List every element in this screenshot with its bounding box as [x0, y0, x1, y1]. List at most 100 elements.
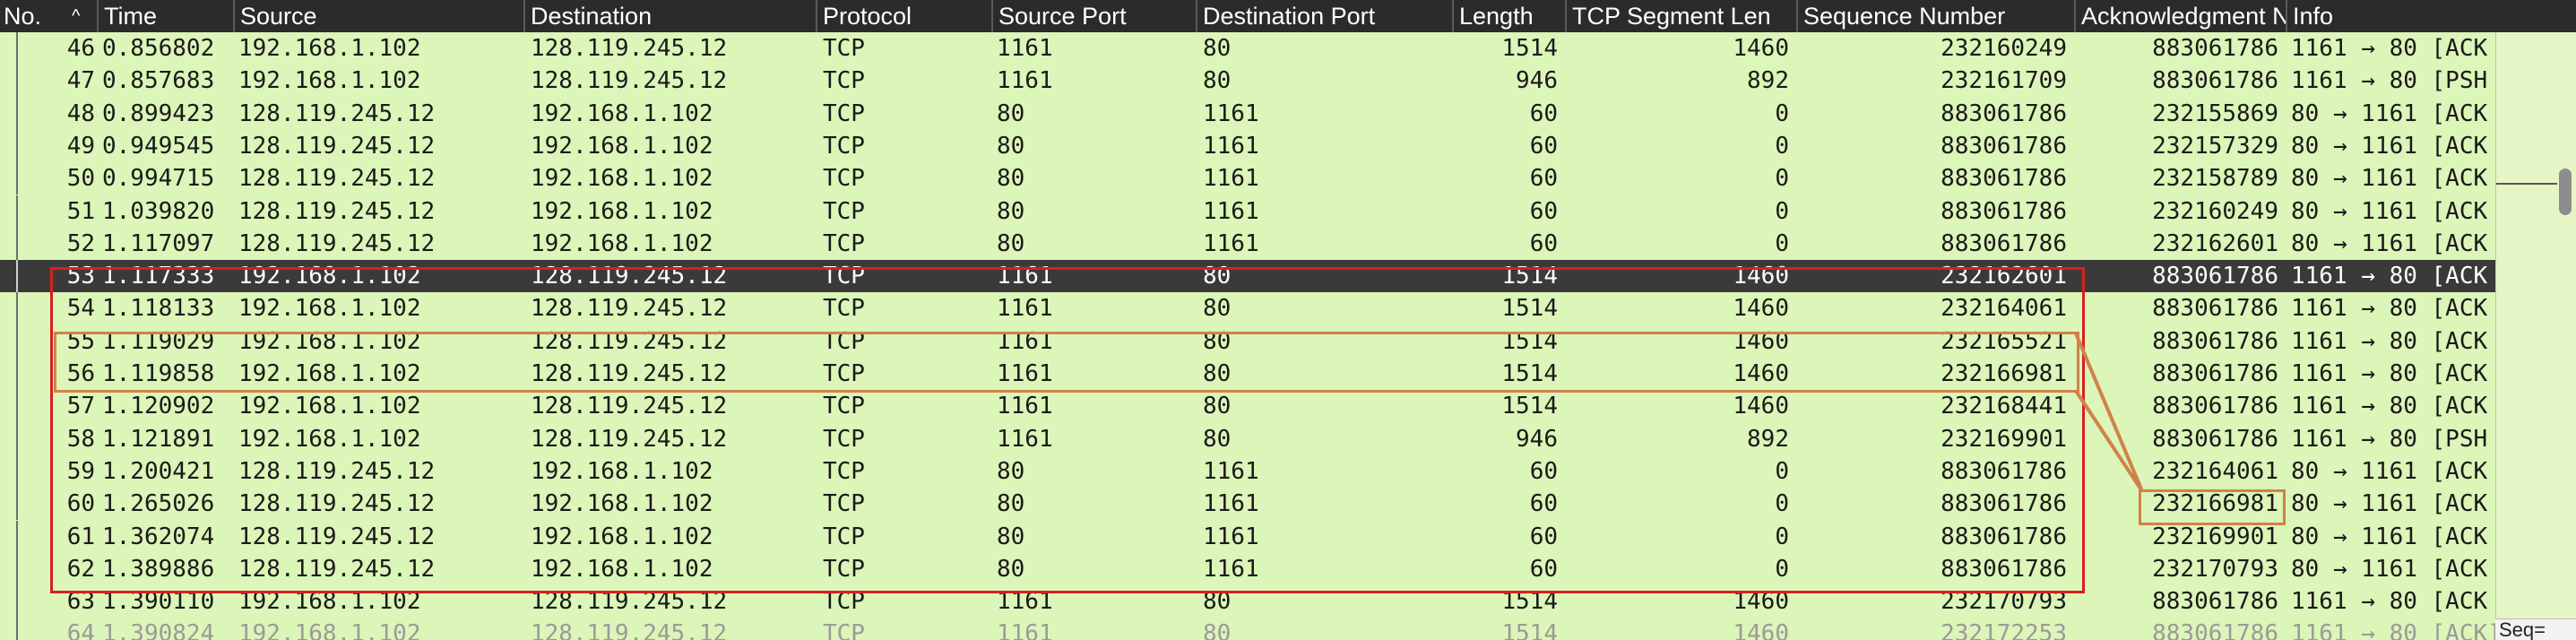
- packet-row[interactable]: 53 1.117333 192.168.1.102 128.119.245.12 TCP…: [0, 260, 2495, 293]
- column-header-destination[interactable]: Destination: [523, 0, 816, 32]
- cell-source-port: 1161: [997, 295, 1053, 323]
- packet-row[interactable]: 51 1.039820 128.119.245.12 192.168.1.102 TCP…: [0, 195, 2495, 228]
- cell-destination: 192.168.1.102: [531, 523, 713, 550]
- highlight-box-orange-ack: [2139, 489, 2286, 525]
- cell-destination: 128.119.245.12: [531, 295, 728, 323]
- sort-ascending-icon: ^: [72, 6, 81, 26]
- cell-source-port: 80: [997, 490, 1025, 518]
- cell-protocol: TCP: [823, 229, 865, 257]
- packet-detail-panel: Seq=: [2495, 618, 2576, 640]
- packet-row[interactable]: 47 0.857683 192.168.1.102 128.119.245.12 TCP…: [0, 65, 2495, 98]
- row-marker: [16, 324, 18, 358]
- cell-tcp-segment-len: 0: [1775, 229, 1789, 257]
- highlight-box-orange-seq: [54, 332, 2079, 393]
- row-marker: [16, 390, 18, 423]
- column-header-sequence-number[interactable]: Sequence Number: [1796, 0, 2074, 32]
- column-header-no[interactable]: No. ^: [0, 0, 97, 32]
- row-marker: [16, 520, 18, 553]
- row-marker: [16, 358, 18, 391]
- scroll-thumb[interactable]: [2559, 169, 2572, 215]
- cell-destination-port: 80: [1203, 393, 1232, 420]
- cell-length: 1514: [1501, 620, 1558, 640]
- cell-sequence-number: 883061786: [1941, 523, 2067, 550]
- column-header-protocol[interactable]: Protocol: [816, 0, 991, 32]
- column-header-source[interactable]: Source: [233, 0, 523, 32]
- column-header-length[interactable]: Length: [1452, 0, 1565, 32]
- cell-time: 1.120902: [102, 393, 215, 420]
- cell-source-port: 1161: [997, 360, 1053, 387]
- column-header-destination-port[interactable]: Destination Port: [1196, 0, 1452, 32]
- packet-row[interactable]: 54 1.118133 192.168.1.102 128.119.245.12 TCP…: [0, 292, 2495, 325]
- cell-sequence-number: 883061786: [1941, 457, 2067, 485]
- row-marker: [16, 32, 18, 65]
- packet-row[interactable]: 64 1.390824 192.168.1.102 128.119.245.12 TCP…: [0, 618, 2495, 640]
- cell-protocol: TCP: [823, 523, 865, 550]
- cell-sequence-number: 232160249: [1941, 35, 2067, 62]
- cell-destination: 192.168.1.102: [531, 197, 713, 225]
- cell-no: 48: [66, 99, 95, 127]
- cell-info: 80 → 1161 [ACK: [2291, 165, 2488, 193]
- row-marker: [16, 552, 18, 586]
- packet-row[interactable]: 50 0.994715 128.119.245.12 192.168.1.102 TCP…: [0, 162, 2495, 195]
- cell-acknowledgment-number: 232160249: [2152, 197, 2278, 225]
- cell-destination: 128.119.245.12: [531, 35, 728, 62]
- cell-acknowledgment-number: 883061786: [2152, 327, 2278, 355]
- cell-time: 1.362074: [102, 523, 215, 550]
- cell-destination-port: 80: [1203, 295, 1232, 323]
- cell-no: 49: [66, 132, 95, 160]
- vertical-scrollbar[interactable]: [2495, 32, 2576, 640]
- packet-row[interactable]: 49 0.949545 128.119.245.12 192.168.1.102 TCP…: [0, 129, 2495, 163]
- packet-row[interactable]: 48 0.899423 128.119.245.12 192.168.1.102 TCP…: [0, 97, 2495, 130]
- cell-time: 1.390824: [102, 620, 215, 640]
- cell-info: 1161 → 80 [ACK: [2291, 263, 2488, 290]
- cell-length: 60: [1529, 490, 1558, 518]
- cell-destination-port: 1161: [1203, 165, 1259, 193]
- packet-row[interactable]: 46 0.856802 192.168.1.102 128.119.245.12 TCP…: [0, 32, 2495, 65]
- column-header-acknowledgment-number[interactable]: Acknowledgment N: [2074, 0, 2286, 32]
- cell-source: 192.168.1.102: [238, 67, 421, 95]
- packet-row[interactable]: 62 1.389886 128.119.245.12 192.168.1.102 TCP…: [0, 552, 2495, 586]
- cell-info: 80 → 1161 [ACK: [2291, 457, 2488, 485]
- column-header-info[interactable]: Info: [2286, 0, 2576, 32]
- cell-protocol: TCP: [823, 67, 865, 95]
- cell-info: 1161 → 80 [ACK: [2291, 588, 2488, 616]
- cell-info: 1161 → 80 [PSH: [2291, 425, 2488, 453]
- cell-destination: 128.119.245.12: [531, 67, 728, 95]
- row-marker: [16, 65, 18, 98]
- cell-sequence-number: 232169901: [1941, 425, 2067, 453]
- cell-time: 1.389886: [102, 555, 215, 583]
- cell-source: 192.168.1.102: [238, 425, 421, 453]
- cell-tcp-segment-len: 0: [1775, 165, 1789, 193]
- cell-destination: 192.168.1.102: [531, 99, 713, 127]
- cell-destination: 192.168.1.102: [531, 229, 713, 257]
- cell-protocol: TCP: [823, 620, 865, 640]
- cell-source: 128.119.245.12: [238, 457, 436, 485]
- cell-tcp-segment-len: 0: [1775, 555, 1789, 583]
- cell-length: 1514: [1501, 393, 1558, 420]
- packet-row[interactable]: 61 1.362074 128.119.245.12 192.168.1.102 TCP…: [0, 520, 2495, 553]
- cell-protocol: TCP: [823, 360, 865, 387]
- cell-protocol: TCP: [823, 132, 865, 160]
- cell-destination-port: 1161: [1203, 99, 1259, 127]
- cell-destination: 192.168.1.102: [531, 555, 713, 583]
- column-header-time[interactable]: Time: [97, 0, 233, 32]
- row-marker: [16, 227, 18, 261]
- column-header-label: Destination Port: [1203, 3, 1376, 30]
- cell-acknowledgment-number: 883061786: [2152, 295, 2278, 323]
- packet-row[interactable]: 60 1.265026 128.119.245.12 192.168.1.102 TCP…: [0, 488, 2495, 521]
- cell-time: 0.856802: [102, 35, 215, 62]
- cell-tcp-segment-len: 1460: [1733, 35, 1789, 62]
- cell-source: 192.168.1.102: [238, 360, 421, 387]
- packet-row[interactable]: 52 1.117097 128.119.245.12 192.168.1.102 TCP…: [0, 227, 2495, 261]
- cell-protocol: TCP: [823, 99, 865, 127]
- column-header-source-port[interactable]: Source Port: [991, 0, 1196, 32]
- cell-time: 1.265026: [102, 490, 215, 518]
- column-header-tcp-segment-len[interactable]: TCP Segment Len: [1565, 0, 1796, 32]
- column-header-label: Time: [104, 3, 157, 30]
- cell-tcp-segment-len: 1460: [1733, 393, 1789, 420]
- detail-text: Seq=: [2499, 618, 2546, 640]
- cell-length: 60: [1529, 165, 1558, 193]
- cell-info: 1161 → 80 [ACK: [2291, 327, 2488, 355]
- cell-length: 1514: [1501, 295, 1558, 323]
